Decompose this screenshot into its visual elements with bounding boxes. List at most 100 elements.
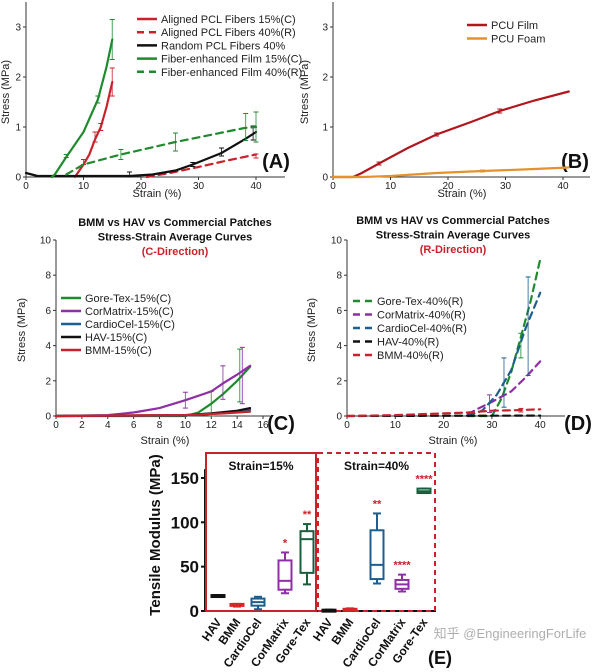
y-tick-label: 1	[322, 123, 328, 134]
panel-d: 0 10 20 30 40 0 2 4 6 8 10 Strain (%) Stress (MPa) (D…	[306, 215, 592, 447]
x-tick-label: 40	[250, 181, 262, 192]
legend-label: CorMatrix-15%(C)	[85, 306, 174, 318]
x-tick-label: 10	[390, 420, 402, 431]
significance-marker: *	[283, 537, 288, 549]
legend-label: PCU Film	[491, 20, 538, 32]
series-line	[331, 166, 570, 179]
x-tick-label: 0	[53, 420, 59, 431]
legend-label: BMM-40%(R)	[377, 350, 444, 362]
y-tick-label: 50	[180, 558, 199, 577]
y-tick-label: 4	[45, 341, 51, 352]
y-tick-label: 2	[322, 73, 328, 84]
x-tick-label: 20	[438, 420, 450, 431]
series-line	[54, 410, 252, 418]
box-gore-tex	[299, 530, 315, 574]
x-axis-label: Strain (%)	[133, 188, 182, 200]
x-axis-label: Strain (%)	[141, 435, 190, 447]
y-axis-label: Stress (MPa)	[299, 60, 311, 124]
y-tick-label: 8	[336, 271, 342, 282]
group-label: Strain=15%	[228, 459, 293, 473]
legend-label: Aligned PCL Fibers 40%(R)	[161, 27, 296, 39]
x-axis-label: Strain (%)	[438, 188, 487, 200]
group-frame	[205, 452, 317, 612]
x-tick-label: 10	[78, 181, 90, 192]
y-tick-label: 10	[40, 236, 52, 247]
y-tick-label: 100	[171, 513, 199, 532]
x-tick-label: 4	[105, 420, 111, 431]
chart-title: Stress-Strain Average Curves	[376, 230, 530, 242]
x-tick-label: 10	[180, 420, 192, 431]
legend-label: Random PCL Fibers 40%	[161, 40, 286, 52]
y-tick-label: 1	[15, 123, 21, 134]
y-tick-label: 10	[331, 236, 343, 247]
y-tick-label: 8	[45, 271, 51, 282]
panel-b: 0 10 20 30 40 0 1 2 3 Strain (%) Stress (MPa) (B) PC…	[299, 2, 590, 200]
chart-title: BMM vs HAV vs Commercial Patches	[78, 217, 272, 229]
series-line	[24, 130, 258, 178]
panel-label: (E)	[428, 648, 452, 668]
y-tick-label: 0	[322, 173, 328, 184]
y-tick-label: 6	[336, 306, 342, 317]
x-tick-label: 30	[500, 181, 512, 192]
series-line	[50, 38, 114, 179]
x-axis-label: Strain (%)	[429, 435, 478, 447]
legend-label: CardioCel-40%(R)	[377, 323, 467, 335]
x-tick-label: 10	[385, 181, 397, 192]
y-tick-label: 0	[336, 412, 342, 423]
x-tick-label: 2	[79, 420, 85, 431]
x-tick-label: 0	[23, 181, 29, 192]
significance-marker: ****	[415, 474, 433, 486]
y-tick-label: 3	[322, 23, 328, 34]
panel-a: 0 10 20 30 40 0 1 2 3 Strain (%) Stress (MPa) (A) Al…	[0, 2, 302, 200]
x-tick-label: 30	[193, 181, 205, 192]
y-tick-label: 6	[45, 306, 51, 317]
chart-subtitle-direction: (R-Direction)	[420, 244, 487, 256]
group-label: Strain=40%	[344, 459, 409, 473]
series-line	[65, 125, 258, 176]
panel-label: (C)	[267, 413, 295, 435]
significance-marker: **	[303, 509, 312, 521]
x-tick-label: 40	[535, 420, 547, 431]
chart-subtitle-direction: (C-Direction)	[142, 246, 209, 258]
y-tick-label: 150	[171, 469, 199, 488]
y-tick-label: 4	[336, 341, 342, 352]
legend-label: Gore-Tex-40%(R)	[377, 296, 463, 308]
panel-label: (A)	[262, 151, 290, 173]
y-tick-label: 0	[190, 602, 199, 621]
series-line	[345, 408, 542, 418]
legend-label: HAV-15%(C)	[85, 332, 147, 344]
y-tick-label: 0	[15, 173, 21, 184]
legend-label: CardioCel-15%(C)	[85, 319, 175, 331]
x-tick-label: 40	[557, 181, 569, 192]
legend-label: CorMatrix-40%(R)	[377, 310, 466, 322]
legend-label: BMM-15%(C)	[85, 345, 152, 357]
y-tick-label: 2	[15, 73, 21, 84]
legend-label: Aligned PCL Fibers 15%(C)	[161, 14, 296, 26]
panel-c: 0 2 4 6 8 10 12 14 16 0 2 4 6 8 10 Strain (%) Stress (MP…	[16, 217, 295, 447]
panel-label: (B)	[561, 151, 589, 173]
x-tick-label: 20	[442, 181, 454, 192]
panel-label: (D)	[564, 413, 592, 435]
series-line	[54, 364, 252, 418]
series-line	[145, 153, 258, 179]
box-cormatrix	[277, 559, 293, 591]
chart-title: BMM vs HAV vs Commercial Patches	[356, 215, 550, 227]
y-tick-label: 3	[15, 23, 21, 34]
legend-label: Gore-Tex-15%(C)	[85, 293, 171, 305]
significance-marker: **	[373, 498, 382, 510]
panel-e: 0 50 100 150 Tensile Modulus (MPa) Strain=15%…	[147, 452, 452, 670]
y-axis-label: Stress (MPa)	[306, 298, 318, 362]
x-tick-label: 6	[131, 420, 137, 431]
series-line	[331, 90, 570, 179]
significance-marker: ****	[393, 560, 411, 572]
x-tick-label: 0	[330, 181, 336, 192]
y-axis-label: Stress (MPa)	[0, 60, 12, 124]
y-axis-label: Tensile Modulus (MPa)	[147, 454, 164, 615]
legend-label: Fiber-enhanced Film 15%(C)	[161, 54, 302, 66]
y-tick-label: 2	[45, 376, 51, 387]
box-cardiocel	[369, 529, 385, 581]
x-tick-label: 0	[344, 420, 350, 431]
legend-label: Fiber-enhanced Film 40%(R)	[161, 67, 302, 79]
y-tick-label: 2	[336, 376, 342, 387]
